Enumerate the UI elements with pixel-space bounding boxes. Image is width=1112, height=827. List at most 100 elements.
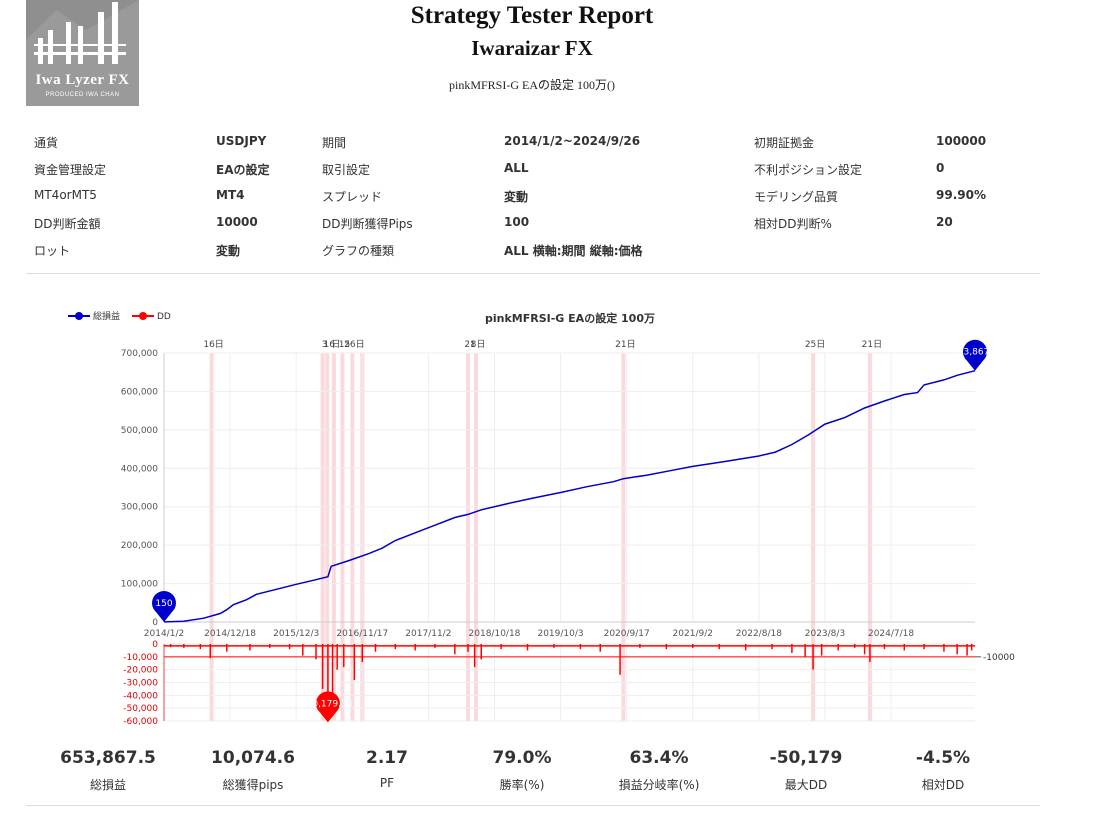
stat-item: 2.17 PF xyxy=(317,748,457,790)
param-label: 資金管理設定 xyxy=(34,163,107,177)
x-tick-label: 2021/9/2 xyxy=(673,629,713,639)
logo-subtext: PRODUCED IWA CHAN xyxy=(45,92,120,98)
legend-marker xyxy=(139,312,147,320)
param-value: ALL xyxy=(504,161,529,175)
equity-annotation-marker xyxy=(152,590,176,622)
param-value: MT4 xyxy=(216,188,245,202)
param-label: スプレッド xyxy=(322,190,383,204)
stat-item: 63.4% 損益分岐率(%) xyxy=(589,748,729,793)
dd-y-tick-label: -50,000 xyxy=(123,704,158,714)
stat-item: -4.5% 相対DD xyxy=(873,748,1013,793)
x-tick-label: 2018/10/18 xyxy=(469,629,521,639)
y-tick-label: 700,000 xyxy=(121,349,158,359)
equity-annotation-text: 653,867.5 xyxy=(952,348,998,358)
stat-label: 総獲得pips xyxy=(222,778,284,792)
param-row: 通貨 USDJPY 期間 2014/1/2~2024/9/26 初期証拠金 100000 xyxy=(26,130,1040,157)
logo-graphic xyxy=(26,0,139,106)
logo-text: Iwa Lyzer FX xyxy=(35,72,130,88)
event-label: 25日 xyxy=(805,339,825,350)
x-tick-label: 2019/10/3 xyxy=(537,629,583,639)
event-label: 15 xyxy=(339,340,350,350)
stat-value: 10,074.6 xyxy=(211,748,295,768)
x-tick-label: 2017/11/2 xyxy=(405,629,451,639)
stat-label: PF xyxy=(379,776,395,790)
legend-marker xyxy=(75,312,83,320)
y-tick-label: 0 xyxy=(152,618,158,628)
dd-annotation: -50,179.36 xyxy=(303,691,353,723)
event-band xyxy=(320,353,325,721)
event-label: 日 xyxy=(331,339,340,350)
param-value: 99.90% xyxy=(936,188,986,202)
dd-y-tick-label: -20,000 xyxy=(123,666,158,676)
event-band xyxy=(340,353,345,721)
param-value: 20 xyxy=(936,215,953,229)
x-tick-label: 2024/7/18 xyxy=(868,629,914,639)
stat-item: 653,867.5 総損益 xyxy=(38,748,178,793)
param-value: 100 xyxy=(504,215,530,229)
event-band xyxy=(466,353,471,721)
event-label: 3 xyxy=(322,340,328,350)
event-band xyxy=(325,353,330,721)
event-band xyxy=(811,353,816,721)
param-row: 資金管理設定 EAの設定 取引設定 ALL 不利ポジション設定 0 xyxy=(26,157,1040,184)
dd-annotation-marker xyxy=(315,691,340,723)
event-label: 21日 xyxy=(862,339,882,350)
stat-value: 2.17 xyxy=(366,748,408,768)
event-band xyxy=(867,353,872,721)
x-tick-label: 2014/12/18 xyxy=(204,629,256,639)
event-band xyxy=(331,353,336,721)
param-value: 2014/1/2~2024/9/26 xyxy=(504,134,641,148)
event-band xyxy=(350,353,355,721)
dd-annotation-text: -50,179.36 xyxy=(303,699,352,709)
parameters-table: 通貨 USDJPY 期間 2014/1/2~2024/9/26 初期証拠金 100000 資… xyxy=(26,130,1040,265)
equity-annotation-marker xyxy=(963,339,988,371)
stat-label: 勝率(%) xyxy=(499,778,545,792)
stat-value: -50,179 xyxy=(769,748,843,768)
event-label: 16 xyxy=(324,340,336,350)
param-label: 通貨 xyxy=(34,136,59,150)
event-label: 16日 xyxy=(203,339,223,350)
y-tick-label: 200,000 xyxy=(121,541,158,551)
chart-title: pinkMFRSI-G EAの設定 100万 xyxy=(485,311,655,325)
x-tick-label: 2023/8/3 xyxy=(805,629,845,639)
summary-stats: 653,867.5 総損益 10,074.6 総獲得pips 2.17 PF 79.0% 勝率… xyxy=(26,748,1040,798)
equity-annotation: 653,867.5 xyxy=(952,339,998,371)
stat-item: 10,074.6 総獲得pips xyxy=(183,748,323,793)
param-label: DD判断金額 xyxy=(34,217,101,231)
stat-value: 79.0% xyxy=(492,748,552,768)
report-subtitle: Iwaraizar FX xyxy=(471,36,593,60)
dd-y-tick-label: -10,000 xyxy=(123,653,158,663)
dd-y-tick-label: 0 xyxy=(152,640,158,650)
dd-threshold-label: -10000 xyxy=(983,653,1015,663)
stat-value: 63.4% xyxy=(629,748,689,768)
x-tick-label: 2020/9/17 xyxy=(604,629,650,639)
param-label: 初期証拠金 xyxy=(754,136,815,150)
param-label: 期間 xyxy=(322,136,347,150)
equity-drawdown-chart: 2014/1/2 2014/12/18 2015/12/3 2016/11/17 201… xyxy=(68,310,1015,727)
param-row: MT4orMT5 MT4 スプレッド 変動 モデリング品質 99.90% xyxy=(26,184,1040,211)
y-tick-label: 400,000 xyxy=(121,464,158,474)
x-tick-label: 2014/1/2 xyxy=(144,629,184,639)
ea-name: pinkMFRSI-G EAの設定 100万() xyxy=(448,78,615,92)
divider xyxy=(26,273,1040,274)
y-tick-label: 100,000 xyxy=(121,580,158,590)
param-label: ロット xyxy=(34,244,71,258)
x-tick-label: 2022/8/18 xyxy=(736,629,782,639)
param-value: 変動 xyxy=(216,244,241,258)
event-label: 8日 xyxy=(471,339,486,350)
dd-y-tick-label: -30,000 xyxy=(123,679,158,689)
x-tick-label: 2015/12/3 xyxy=(273,629,319,639)
equity-line xyxy=(163,369,976,623)
equity-annotation: 150 xyxy=(152,590,176,622)
event-label: 21 xyxy=(464,340,475,350)
divider-bottom xyxy=(26,805,1040,806)
param-value: EAの設定 xyxy=(216,163,270,177)
param-label: 不利ポジション設定 xyxy=(754,163,863,177)
stat-item: -50,179 最大DD xyxy=(736,748,876,793)
param-value: 0 xyxy=(936,161,945,175)
equity-annotation-text: 150 xyxy=(155,599,172,609)
param-value: 変動 xyxy=(504,190,529,204)
param-row: ロット 変動 グラフの種類 ALL 横軸:期間 縦軸:価格 xyxy=(26,238,1040,265)
param-label: 相対DD判断% xyxy=(754,217,832,231)
param-row: DD判断金額 10000 DD判断獲得Pips 100 相対DD判断% 20 xyxy=(26,211,1040,238)
